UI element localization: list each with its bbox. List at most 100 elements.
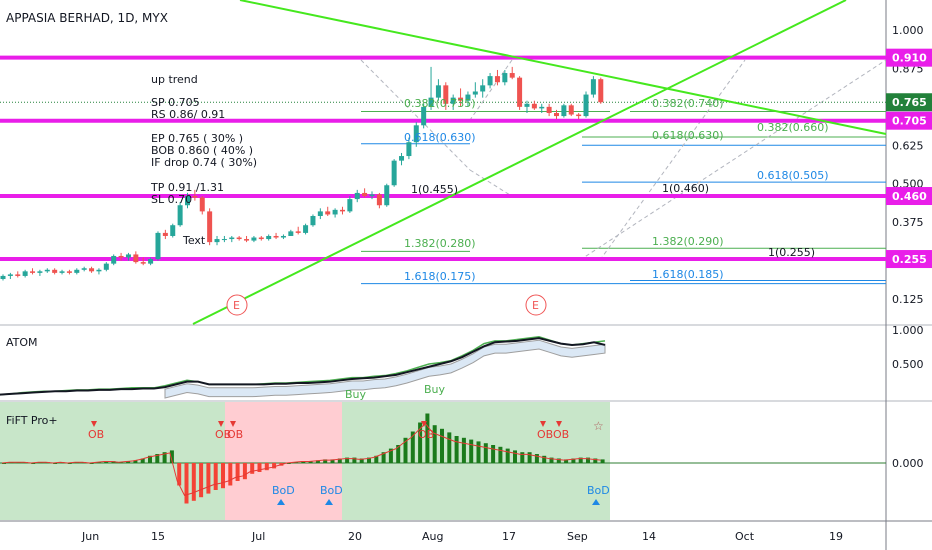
fift-histogram-bar[interactable] (199, 463, 204, 498)
fift-histogram-bar[interactable] (257, 463, 262, 472)
candle-body[interactable] (74, 269, 80, 273)
fift-histogram-bar[interactable] (140, 458, 145, 464)
candle-body[interactable] (391, 160, 397, 186)
candle-body[interactable] (96, 269, 102, 272)
candle-body[interactable] (332, 209, 338, 215)
candle-body[interactable] (81, 268, 87, 270)
candle-body[interactable] (531, 103, 537, 109)
candle-body[interactable] (207, 211, 213, 243)
candle-body[interactable] (44, 269, 50, 272)
fift-histogram-bar[interactable] (352, 457, 357, 463)
fift-histogram-bar[interactable] (388, 448, 393, 463)
candle-body[interactable] (517, 77, 523, 107)
fift-histogram-bar[interactable] (527, 452, 532, 463)
fift-histogram-bar[interactable] (250, 463, 255, 474)
candle-body[interactable] (0, 275, 6, 280)
candle-body[interactable] (22, 271, 28, 276)
candle-body[interactable] (185, 196, 190, 206)
trendline-ascending[interactable] (192, 0, 847, 325)
candle-body[interactable] (406, 142, 412, 157)
candle-body[interactable] (509, 73, 515, 78)
fift-histogram-bar[interactable] (578, 457, 583, 463)
candle-body[interactable] (421, 106, 427, 126)
projection-dashed-line[interactable] (360, 59, 471, 171)
candle-body[interactable] (133, 254, 139, 263)
fift-histogram-bar[interactable] (469, 439, 474, 463)
candle-body[interactable] (221, 239, 227, 241)
fift-histogram-bar[interactable] (359, 458, 364, 464)
fift-histogram-bar[interactable] (104, 461, 109, 463)
fift-histogram-bar[interactable] (505, 448, 510, 463)
fift-histogram-bar[interactable] (31, 463, 36, 464)
fift-histogram-bar[interactable] (221, 463, 225, 489)
fift-histogram-bar[interactable] (2, 463, 6, 464)
fift-histogram-bar[interactable] (410, 431, 415, 464)
fift-histogram-bar[interactable] (206, 463, 211, 494)
fift-histogram-bar[interactable] (564, 459, 569, 463)
fift-histogram-bar[interactable] (345, 457, 350, 463)
fift-histogram-bar[interactable] (308, 461, 313, 463)
fift-histogram-bar[interactable] (447, 432, 452, 463)
candle-body[interactable] (502, 73, 508, 83)
fift-histogram-bar[interactable] (272, 463, 277, 469)
candle-body[interactable] (524, 103, 530, 107)
fift-histogram-bar[interactable] (126, 461, 131, 463)
candle-body[interactable] (303, 225, 309, 233)
fift-histogram-bar[interactable] (67, 463, 72, 464)
candle-body[interactable] (472, 91, 478, 95)
e-marker-circle[interactable] (226, 294, 248, 316)
candle-body[interactable] (435, 85, 441, 98)
fift-histogram-bar[interactable] (498, 446, 503, 463)
candle-body[interactable] (280, 235, 286, 238)
fift-histogram-bar[interactable] (184, 463, 189, 504)
candle-body[interactable] (177, 205, 183, 226)
fift-histogram-bar[interactable] (425, 413, 430, 464)
projection-dashed-line[interactable] (469, 59, 513, 121)
candle-body[interactable] (37, 271, 43, 273)
fift-histogram-bar[interactable] (418, 422, 423, 464)
candle-body[interactable] (458, 97, 464, 101)
fift-histogram-bar[interactable] (542, 455, 547, 463)
fift-histogram-bar[interactable] (586, 457, 590, 463)
candle-body[interactable] (155, 232, 161, 260)
candle-body[interactable] (325, 211, 331, 215)
candle-body[interactable] (15, 274, 21, 276)
e-marker-circle[interactable] (525, 294, 547, 316)
fift-histogram-bar[interactable] (264, 463, 269, 471)
fift-histogram-bar[interactable] (600, 459, 605, 463)
candle-body[interactable] (111, 255, 117, 264)
candle-body[interactable] (148, 259, 154, 264)
fift-histogram-bar[interactable] (534, 454, 539, 463)
fift-histogram-bar[interactable] (118, 462, 123, 464)
candle-body[interactable] (192, 196, 198, 198)
candle-body[interactable] (354, 192, 360, 200)
candle-body[interactable] (140, 262, 146, 264)
fift-histogram-bar[interactable] (432, 425, 437, 463)
price-tag[interactable] (886, 48, 932, 67)
price-tag[interactable] (886, 187, 932, 206)
fift-histogram-bar[interactable] (242, 463, 247, 480)
candle-body[interactable] (118, 255, 124, 258)
fift-histogram-bar[interactable] (396, 445, 401, 463)
fift-histogram-bar[interactable] (374, 455, 379, 463)
candle-body[interactable] (310, 215, 316, 226)
fift-histogram-bar[interactable] (294, 462, 298, 464)
atom-series-line[interactable] (0, 337, 606, 396)
candle-body[interactable] (384, 185, 390, 206)
fift-histogram-bar[interactable] (381, 452, 386, 463)
candle-body[interactable] (214, 239, 220, 243)
candle-body[interactable] (583, 94, 589, 117)
fift-histogram-bar[interactable] (476, 441, 481, 463)
fift-histogram-bar[interactable] (323, 459, 328, 463)
candle-body[interactable] (199, 197, 205, 212)
fift-histogram-bar[interactable] (177, 463, 182, 486)
fift-histogram-bar[interactable] (228, 463, 233, 486)
fift-histogram-bar[interactable] (286, 463, 291, 464)
candle-body[interactable] (295, 231, 301, 233)
fift-histogram-bar[interactable] (403, 437, 408, 463)
candle-body[interactable] (125, 254, 131, 258)
fift-histogram-bar[interactable] (491, 445, 496, 463)
fift-histogram-bar[interactable] (549, 457, 554, 463)
candle-body[interactable] (369, 194, 375, 197)
fift-histogram-bar[interactable] (483, 443, 488, 463)
